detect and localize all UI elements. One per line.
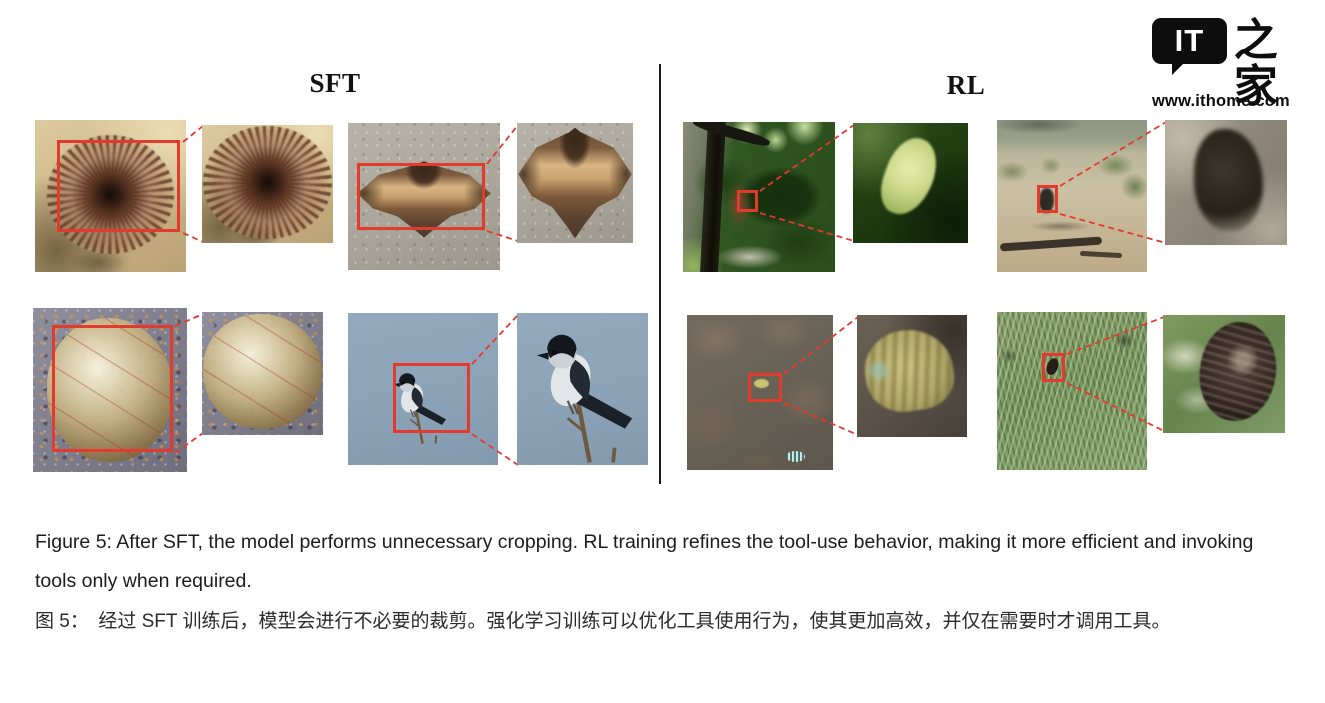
sft-pair-bird: [348, 313, 650, 467]
crop-bounding-box: [748, 373, 782, 402]
ithome-logo-top: IT 之家: [1152, 17, 1314, 110]
crop-bounding-box: [52, 325, 173, 452]
fallen-log-shape: [1079, 251, 1122, 259]
crop-bounding-box: [1037, 185, 1058, 213]
underwater-original-photo: [687, 315, 833, 470]
figure-caption-english: Figure 5: After SFT, the model performs …: [35, 531, 1254, 592]
moth-shape: [518, 127, 632, 239]
sea-urchin-shape: [47, 135, 174, 254]
logo-url-text: www.ithome.com: [1152, 92, 1290, 110]
rl-column-header: RL: [946, 70, 986, 100]
figure-caption-chinese: 图 5： 经过 SFT 训练后，模型会进行不必要的裁剪。强化学习训练可以优化工具…: [35, 611, 1171, 632]
animal-zoom-crop: [1165, 120, 1287, 245]
shell-zoom-crop: [202, 312, 323, 435]
small-fish-shape: [754, 378, 769, 388]
logo-chinese-text: 之家: [1233, 15, 1278, 113]
sft-column-header: SFT: [309, 68, 361, 98]
striped-fish-shape: [786, 451, 806, 463]
crop-bounding-box: [57, 140, 180, 232]
leaves-original-photo: [683, 122, 835, 272]
crop-bounding-box: [1042, 353, 1065, 382]
beetle-shape: [1194, 318, 1281, 425]
crop-bounding-box: [357, 163, 485, 230]
animal-shape: [1039, 188, 1054, 213]
shell-shape: [203, 314, 322, 429]
bird-shape: [517, 313, 648, 465]
aphid-zoom-crop: [853, 123, 968, 243]
rl-pair-beetle: [997, 312, 1286, 470]
fish-zoom-crop: [857, 315, 967, 437]
tree-trunk-shape: [700, 122, 727, 272]
bird-original-photo: [348, 313, 498, 465]
fallen-log-shape: [999, 236, 1103, 252]
animal-shape: [1194, 128, 1263, 232]
sft-pair-sea-urchin: [35, 120, 335, 276]
bird-zoom-crop: [517, 313, 648, 465]
shell-shape: [46, 317, 174, 463]
moth-zoom-crop: [517, 123, 633, 243]
tree-branch-shape: [692, 122, 772, 148]
aphid-shape: [873, 131, 946, 223]
logo-it-text: IT: [1174, 23, 1205, 58]
shell-original-photo: [33, 308, 187, 472]
sea-urchin-original-photo: [35, 120, 186, 272]
sft-pair-moth: [348, 123, 640, 273]
it-speech-bubble-icon: IT: [1152, 18, 1227, 75]
crop-bounding-box: [393, 363, 470, 433]
sft-pair-shell: [33, 308, 325, 474]
sea-urchin-zoom-crop: [202, 125, 333, 243]
beetle-zoom-crop: [1163, 315, 1285, 433]
rl-pair-fish: [687, 315, 968, 470]
desert-original-photo: [997, 120, 1147, 272]
fish-shape: [859, 323, 958, 416]
rl-pair-aphid: [683, 122, 971, 274]
rl-pair-desert-animal: [997, 120, 1287, 272]
grass-original-photo: [997, 312, 1147, 470]
moth-original-photo: [348, 123, 500, 270]
column-divider-line: [659, 64, 661, 484]
ithome-logo: IT 之家 www.ithome.com: [1152, 17, 1314, 111]
crop-bounding-box: [737, 190, 758, 212]
sea-urchin-shape: [203, 126, 332, 240]
